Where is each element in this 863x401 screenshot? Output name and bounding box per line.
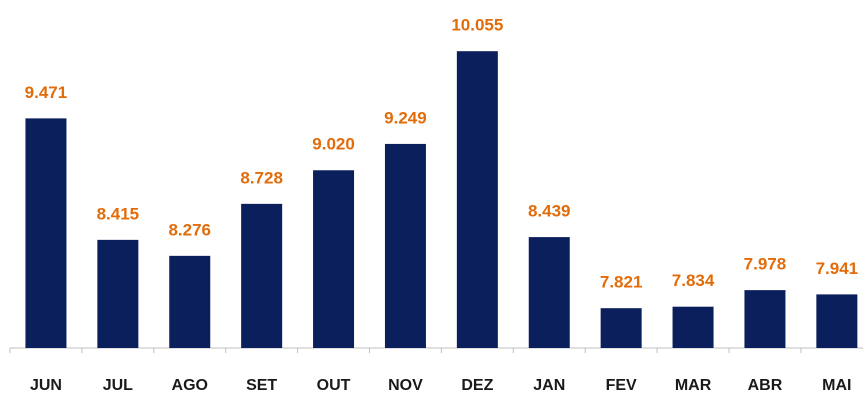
bar — [456, 51, 498, 348]
x-tick-label: NOV — [388, 377, 423, 394]
data-label: 8.728 — [240, 168, 283, 187]
bar — [25, 118, 67, 348]
data-label: 8.415 — [97, 204, 140, 223]
bar — [744, 290, 786, 348]
bar — [241, 203, 283, 348]
data-label: 9.249 — [384, 108, 427, 127]
data-label: 7.941 — [816, 259, 859, 278]
x-tick-label: MAR — [675, 377, 712, 394]
x-tick-label: FEV — [606, 377, 637, 394]
data-label: 8.439 — [528, 202, 571, 221]
data-label: 7.821 — [600, 273, 643, 292]
x-tick-label: JUL — [103, 377, 133, 394]
x-tick-label: JAN — [533, 377, 565, 394]
x-tick-label: DEZ — [461, 377, 493, 394]
data-label: 8.276 — [168, 220, 211, 239]
x-tick-label: JUN — [30, 377, 62, 394]
data-label: 10.055 — [451, 16, 503, 35]
data-label: 9.020 — [312, 135, 355, 154]
x-tick-label: AGO — [172, 377, 208, 394]
bar — [384, 143, 426, 348]
bar — [97, 239, 139, 348]
bar — [528, 237, 570, 348]
bar — [600, 308, 642, 348]
bar — [816, 294, 858, 348]
x-tick-label: OUT — [317, 377, 351, 394]
bar — [313, 170, 355, 348]
data-label: 7.978 — [744, 255, 787, 274]
data-label: 9.471 — [25, 83, 68, 102]
x-tick-label: ABR — [748, 377, 783, 394]
bar — [169, 255, 211, 348]
data-label: 7.834 — [672, 271, 715, 290]
bar — [672, 306, 714, 348]
x-tick-label: MAI — [822, 377, 851, 394]
x-tick-label: SET — [246, 377, 277, 394]
